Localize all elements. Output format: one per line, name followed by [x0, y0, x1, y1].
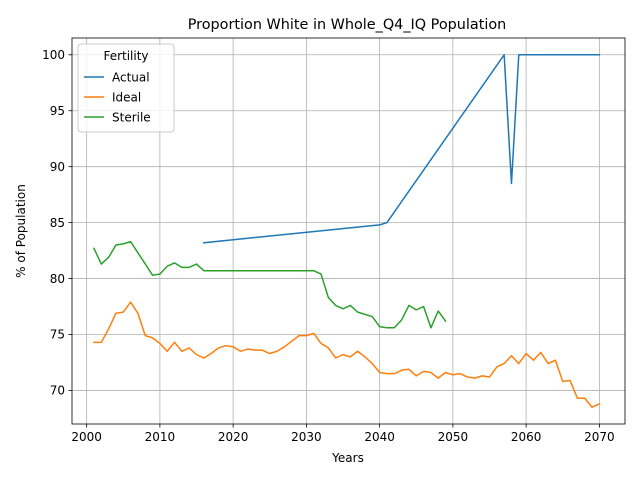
y-tick-label: 95 — [50, 104, 65, 118]
x-axis-label: Years — [331, 451, 364, 465]
series-line-actual — [203, 54, 601, 244]
legend-label-actual: Actual — [112, 70, 150, 84]
y-tick-label: 85 — [50, 216, 65, 230]
legend-label-sterile: Sterile — [112, 110, 151, 124]
series-line-sterile — [92, 240, 447, 329]
x-tick-label: 2070 — [584, 430, 615, 444]
x-tick-label: 2030 — [291, 430, 322, 444]
legend: Fertility Actual Ideal Sterile — [77, 43, 175, 133]
legend-label-ideal: Ideal — [112, 90, 141, 104]
x-tick-label: 2020 — [218, 430, 249, 444]
x-tick-label: 2040 — [364, 430, 395, 444]
y-tick-label: 75 — [50, 328, 65, 342]
x-tick-label: 2000 — [71, 430, 102, 444]
series-lines — [92, 54, 601, 408]
axis-ticks: 2000 2010 2020 2030 2040 2050 2060 2070 70 75 80 85… — [42, 48, 615, 444]
gridlines — [72, 38, 625, 424]
y-tick-label: 100 — [42, 48, 65, 62]
legend-box — [77, 43, 175, 133]
x-tick-label: 2050 — [438, 430, 469, 444]
chart-title: Proportion White in Whole_Q4_IQ Populati… — [188, 17, 507, 33]
series-line-ideal — [93, 301, 601, 408]
y-axis-label: % of Population — [14, 184, 28, 278]
legend-entries: Actual Ideal Sterile — [84, 70, 151, 124]
legend-title: Fertility — [103, 49, 148, 63]
y-tick-label: 70 — [50, 384, 65, 398]
y-tick-label: 90 — [50, 160, 65, 174]
x-tick-label: 2010 — [145, 430, 176, 444]
x-tick-label: 2060 — [511, 430, 542, 444]
y-tick-label: 80 — [50, 272, 65, 286]
plot-frame — [71, 37, 626, 425]
